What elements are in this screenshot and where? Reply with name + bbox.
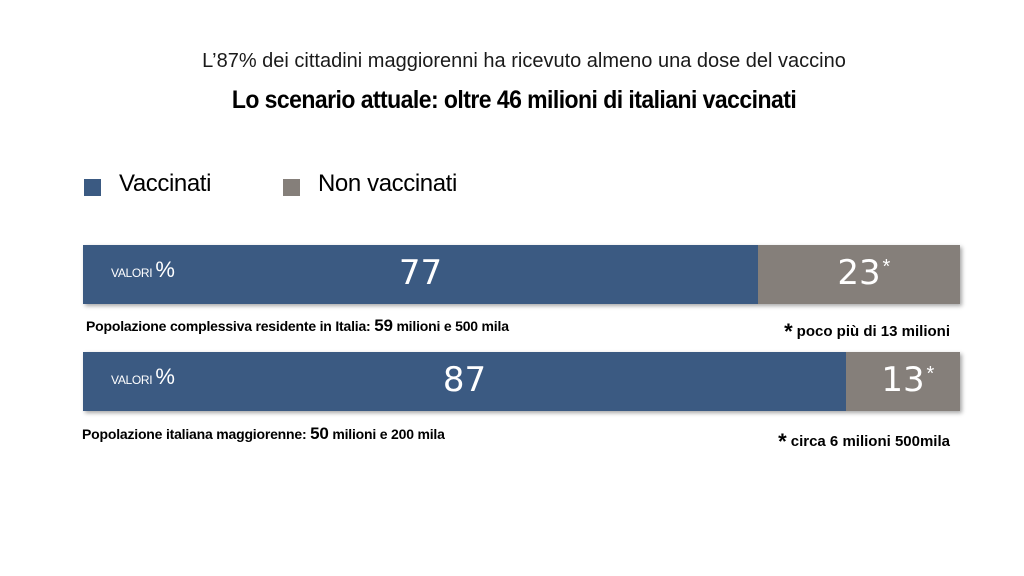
value-label-vaccinated: 87 xyxy=(442,360,487,400)
unit-label: VALORI% xyxy=(111,364,175,390)
footnote-adults: * circa 6 milioni 500mila xyxy=(778,426,950,454)
bar-segment-not-vaccinated: 23 * xyxy=(758,245,960,304)
population-note-adults: Popolazione italiana maggiorenne: 50 mil… xyxy=(82,424,445,444)
asterisk: * xyxy=(926,363,935,385)
bar-segment-vaccinated: VALORI% 87 xyxy=(83,352,846,411)
subtitle: L’87% dei cittadini maggiorenni ha ricev… xyxy=(202,50,846,72)
legend-label-vaccinated: Vaccinati xyxy=(119,170,212,197)
population-rest: milioni e 200 mila xyxy=(332,426,445,442)
population-label: Popolazione complessiva residente in Ita… xyxy=(86,318,371,334)
population-note-residents: Popolazione complessiva residente in Ita… xyxy=(86,316,509,336)
stacked-bar-residents: VALORI% 77 23 * xyxy=(83,245,960,304)
legend-label-not-vaccinated: Non vaccinati xyxy=(318,170,457,197)
value-label-vaccinated: 77 xyxy=(398,253,443,293)
footnote-text: poco più di 13 milioni xyxy=(796,323,950,340)
unit-text: VALORI xyxy=(111,266,153,280)
population-rest: milioni e 500 mila xyxy=(396,318,509,334)
footnote-asterisk: * xyxy=(784,319,793,344)
footnote-asterisk: * xyxy=(778,429,787,454)
legend-item-not-vaccinated: Non vaccinati xyxy=(283,170,457,198)
stacked-bar-adults: VALORI% 87 13 * xyxy=(83,352,960,411)
bar-segment-vaccinated: VALORI% 77 xyxy=(83,245,758,304)
population-number: 59 xyxy=(374,316,393,335)
legend-swatch-not-vaccinated xyxy=(283,178,300,196)
population-label: Popolazione italiana maggiorenne: xyxy=(82,426,307,442)
page-title: Lo scenario attuale: oltre 46 milioni di… xyxy=(231,86,797,114)
value-label-not-vaccinated: 13 xyxy=(881,360,925,400)
unit-text: VALORI xyxy=(111,373,153,387)
asterisk: * xyxy=(882,256,891,278)
population-number: 50 xyxy=(310,424,329,443)
percent-symbol: % xyxy=(155,364,175,389)
bar-segment-not-vaccinated: 13 * xyxy=(846,352,960,411)
value-label-not-vaccinated: 23 xyxy=(837,253,881,293)
legend-swatch-vaccinated xyxy=(84,178,101,196)
footnote-text: circa 6 milioni 500mila xyxy=(790,433,950,450)
legend-item-vaccinated: Vaccinati xyxy=(84,170,211,198)
percent-symbol: % xyxy=(155,257,175,282)
unit-label: VALORI% xyxy=(111,257,175,283)
footnote-residents: * poco più di 13 milioni xyxy=(784,316,950,344)
